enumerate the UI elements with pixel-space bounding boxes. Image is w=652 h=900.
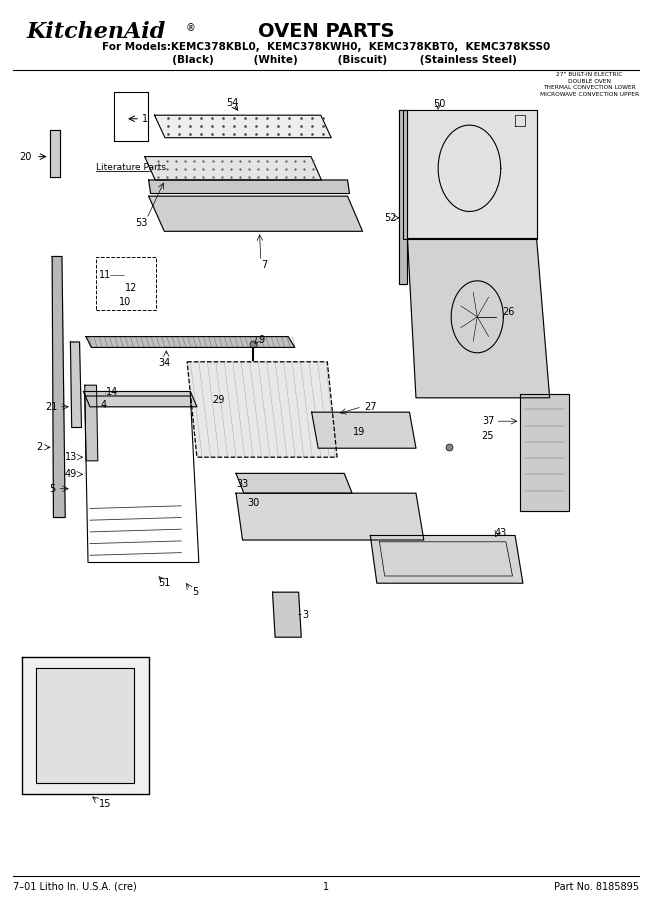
Text: 7–01 Litho In. U.S.A. (cre): 7–01 Litho In. U.S.A. (cre) bbox=[13, 881, 137, 892]
Polygon shape bbox=[408, 238, 550, 398]
Polygon shape bbox=[187, 362, 337, 457]
Polygon shape bbox=[86, 337, 295, 347]
Text: 33: 33 bbox=[236, 479, 248, 490]
Text: 15: 15 bbox=[99, 798, 111, 809]
Text: KitchenAid: KitchenAid bbox=[26, 21, 166, 42]
Text: 53: 53 bbox=[136, 218, 148, 229]
Polygon shape bbox=[50, 130, 60, 177]
Text: For Models:KEMC378KBL0,  KEMC378KWH0,  KEMC378KBT0,  KEMC378KSS0: For Models:KEMC378KBL0, KEMC378KWH0, KEM… bbox=[102, 41, 550, 52]
Text: 52: 52 bbox=[384, 212, 396, 223]
Polygon shape bbox=[70, 342, 82, 428]
Polygon shape bbox=[149, 196, 363, 231]
Text: 37: 37 bbox=[482, 416, 494, 427]
Polygon shape bbox=[36, 668, 134, 783]
Text: 50: 50 bbox=[434, 99, 446, 110]
Polygon shape bbox=[236, 473, 352, 493]
Polygon shape bbox=[155, 115, 331, 138]
Text: 21: 21 bbox=[45, 401, 57, 412]
Polygon shape bbox=[403, 110, 537, 238]
Polygon shape bbox=[399, 110, 408, 284]
Text: 5: 5 bbox=[192, 587, 199, 598]
Text: 25: 25 bbox=[482, 430, 494, 441]
Polygon shape bbox=[312, 412, 416, 448]
Text: Literature Parts: Literature Parts bbox=[96, 163, 166, 172]
Polygon shape bbox=[273, 592, 301, 637]
Text: 34: 34 bbox=[158, 358, 170, 368]
Text: 7: 7 bbox=[261, 259, 267, 270]
Text: 14: 14 bbox=[106, 386, 118, 397]
Text: Part No. 8185895: Part No. 8185895 bbox=[554, 881, 639, 892]
Text: 5: 5 bbox=[49, 483, 55, 494]
Text: 51: 51 bbox=[158, 578, 170, 589]
Polygon shape bbox=[236, 493, 424, 540]
Text: 30: 30 bbox=[248, 498, 260, 508]
Text: 11: 11 bbox=[99, 269, 111, 280]
Text: 3: 3 bbox=[303, 609, 308, 620]
Text: 54: 54 bbox=[226, 97, 238, 108]
Text: 27" BUILT-IN ELECTRIC
DOUBLE OVEN
THERMAL CONVECTION LOWER
MICROWAVE CONVECTION : 27" BUILT-IN ELECTRIC DOUBLE OVEN THERMA… bbox=[540, 72, 639, 97]
Polygon shape bbox=[145, 157, 321, 180]
Text: 10: 10 bbox=[119, 297, 131, 308]
Text: 49: 49 bbox=[65, 469, 77, 480]
Text: 12: 12 bbox=[125, 283, 138, 293]
Polygon shape bbox=[520, 394, 569, 511]
Text: 20: 20 bbox=[20, 151, 32, 162]
Polygon shape bbox=[52, 256, 65, 518]
Text: 27: 27 bbox=[364, 401, 376, 412]
Text: 1: 1 bbox=[323, 881, 329, 892]
Text: 2: 2 bbox=[36, 442, 42, 453]
Text: 4: 4 bbox=[101, 400, 107, 410]
Polygon shape bbox=[83, 392, 197, 407]
Text: OVEN PARTS: OVEN PARTS bbox=[258, 22, 394, 41]
Text: 9: 9 bbox=[258, 335, 264, 346]
Text: 13: 13 bbox=[65, 452, 77, 463]
Text: ®: ® bbox=[186, 22, 196, 33]
Text: 26: 26 bbox=[502, 307, 514, 318]
Text: 19: 19 bbox=[353, 427, 364, 437]
Text: 29: 29 bbox=[212, 395, 224, 406]
Polygon shape bbox=[22, 657, 149, 794]
Polygon shape bbox=[370, 536, 523, 583]
Text: 1: 1 bbox=[142, 113, 148, 124]
Text: (Black)           (White)           (Biscuit)         (Stainless Steel): (Black) (White) (Biscuit) (Stainless Ste… bbox=[136, 55, 516, 66]
Polygon shape bbox=[85, 385, 98, 461]
Polygon shape bbox=[149, 180, 349, 194]
Text: 43: 43 bbox=[494, 527, 507, 538]
